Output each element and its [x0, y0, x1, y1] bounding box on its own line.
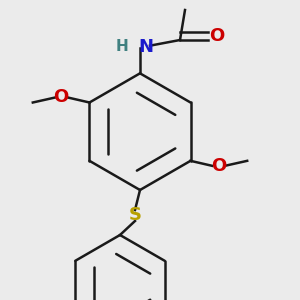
Text: H: H — [115, 39, 128, 54]
Text: O: O — [211, 157, 226, 175]
Text: O: O — [209, 27, 224, 45]
Text: N: N — [139, 38, 154, 56]
Text: O: O — [53, 88, 69, 106]
Text: S: S — [128, 206, 142, 224]
